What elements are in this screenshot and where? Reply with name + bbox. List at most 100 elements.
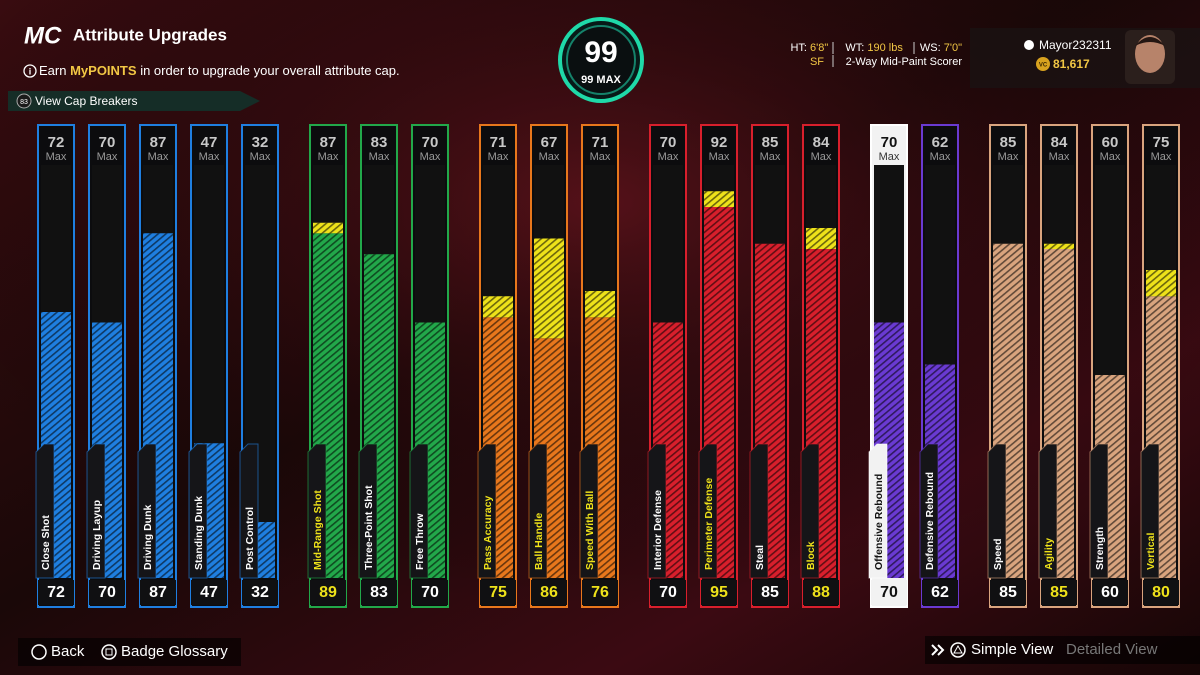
- cap-breakers-link[interactable]: View Cap Breakers: [35, 94, 138, 108]
- attribute-name: Pass Accuracy: [482, 496, 494, 570]
- player-face: [1135, 35, 1165, 73]
- max-label: Max: [148, 151, 169, 163]
- triangle-button-icon: [950, 642, 966, 658]
- name-tab: [137, 443, 157, 579]
- cap-value: 84: [1051, 134, 1068, 151]
- badge-glossary-button[interactable]: Badge Glossary: [121, 643, 228, 660]
- current-box: [38, 580, 74, 605]
- max-label: Max: [488, 151, 509, 163]
- attribute-name: Three-Point Shot: [363, 485, 375, 570]
- current-value: 85: [761, 584, 779, 601]
- current-box: [361, 580, 397, 605]
- cap-value: 70: [881, 134, 898, 151]
- ht-label: HT:: [790, 42, 807, 54]
- detailed-view-tab[interactable]: Detailed View: [1066, 641, 1158, 658]
- current-box: [480, 580, 516, 605]
- info-text: Earn MyPOINTS in order to upgrade your o…: [39, 63, 400, 78]
- overall-inner: [566, 25, 636, 95]
- current-box: [89, 580, 125, 605]
- current-value: 87: [149, 584, 167, 601]
- name-tab: [868, 443, 888, 579]
- cap-value: 70: [99, 134, 116, 151]
- attribute-name: Free Throw: [414, 513, 426, 570]
- current-box: [650, 580, 686, 605]
- name-tab: [647, 443, 667, 579]
- name-tab: [1140, 443, 1160, 579]
- attribute-name: Standing Dunk: [193, 496, 205, 570]
- cap-value: 67: [541, 134, 558, 151]
- current-box: [191, 580, 227, 605]
- info-icon-ring: [23, 64, 37, 78]
- name-tab: [987, 443, 1007, 579]
- wt-value: 190 lbs: [867, 42, 903, 54]
- max-label: Max: [1049, 151, 1070, 163]
- name-tab: [307, 443, 327, 579]
- current-box: [242, 580, 278, 605]
- attribute-name: Interior Defense: [652, 490, 664, 570]
- attribute-name: Block: [805, 541, 817, 570]
- current-box: [803, 580, 839, 605]
- max-label: Max: [590, 151, 611, 163]
- name-tab: [239, 443, 259, 579]
- cap-value: 84: [813, 134, 830, 151]
- cap-value: 85: [1000, 134, 1017, 151]
- overall-value: 99: [584, 36, 617, 69]
- current-value: 62: [931, 584, 949, 601]
- current-value: 75: [489, 584, 507, 601]
- attribute-name: Offensive Rebound: [873, 474, 885, 570]
- attribute-name: Driving Dunk: [142, 505, 154, 570]
- current-value: 70: [659, 584, 677, 601]
- simple-view-tab[interactable]: Simple View: [971, 641, 1053, 658]
- attribute-name: Mid-Range Shot: [312, 490, 324, 570]
- current-box: [582, 580, 618, 605]
- max-label: Max: [879, 151, 900, 163]
- current-box: [1041, 580, 1077, 605]
- name-tab: [86, 443, 106, 579]
- info-icon: i: [29, 66, 32, 76]
- name-tab: [35, 443, 55, 579]
- attribute-name: Ball Handle: [533, 513, 545, 570]
- logo: MC: [24, 22, 62, 49]
- currency-icon: VC: [1039, 63, 1048, 69]
- name-tab: [1089, 443, 1109, 579]
- footer-right: [925, 636, 1200, 664]
- triangle-glyph: [953, 644, 963, 654]
- max-label: Max: [930, 151, 951, 163]
- current-value: 70: [98, 584, 116, 601]
- upgrade-stripes: [483, 296, 513, 318]
- current-box: [871, 580, 907, 605]
- max-label: Max: [1151, 151, 1172, 163]
- player-measurements: HT: 6'8" WT: 190 lbs WS: 7'0": [790, 42, 962, 54]
- square-glyph: [105, 648, 113, 656]
- upgrade-stripes: [1146, 270, 1176, 297]
- name-tab: [188, 443, 208, 579]
- ws-value: 7'0": [944, 42, 962, 54]
- current-value: 47: [200, 584, 218, 601]
- upgrade-stripes: [313, 222, 343, 234]
- ws-label: WS:: [920, 42, 941, 54]
- attribute-name: Post Control: [244, 507, 256, 570]
- cap-breakers-bar[interactable]: [8, 91, 260, 111]
- max-label: Max: [760, 151, 781, 163]
- back-button[interactable]: Back: [51, 643, 85, 660]
- name-tab: [579, 443, 599, 579]
- attribute-name: Speed: [992, 538, 1004, 570]
- cap-value: 72: [48, 134, 65, 151]
- current-box: [990, 580, 1026, 605]
- upgrade-stripes: [1044, 243, 1074, 249]
- current-box: [1143, 580, 1179, 605]
- cap-value: 70: [660, 134, 677, 151]
- upgrade-stripes: [585, 291, 615, 318]
- max-label: Max: [1100, 151, 1121, 163]
- cap-value: 70: [422, 134, 439, 151]
- current-value: 60: [1101, 584, 1119, 601]
- wt-label: WT:: [845, 42, 864, 54]
- current-box: [1092, 580, 1128, 605]
- name-tab: [1038, 443, 1058, 579]
- cap-value: 60: [1102, 134, 1119, 151]
- player-hair: [1135, 37, 1165, 46]
- current-value: 85: [999, 584, 1017, 601]
- screen-title: Attribute Upgrades: [73, 25, 227, 44]
- platform-icon: [1024, 40, 1034, 50]
- square-button-icon: [101, 644, 117, 660]
